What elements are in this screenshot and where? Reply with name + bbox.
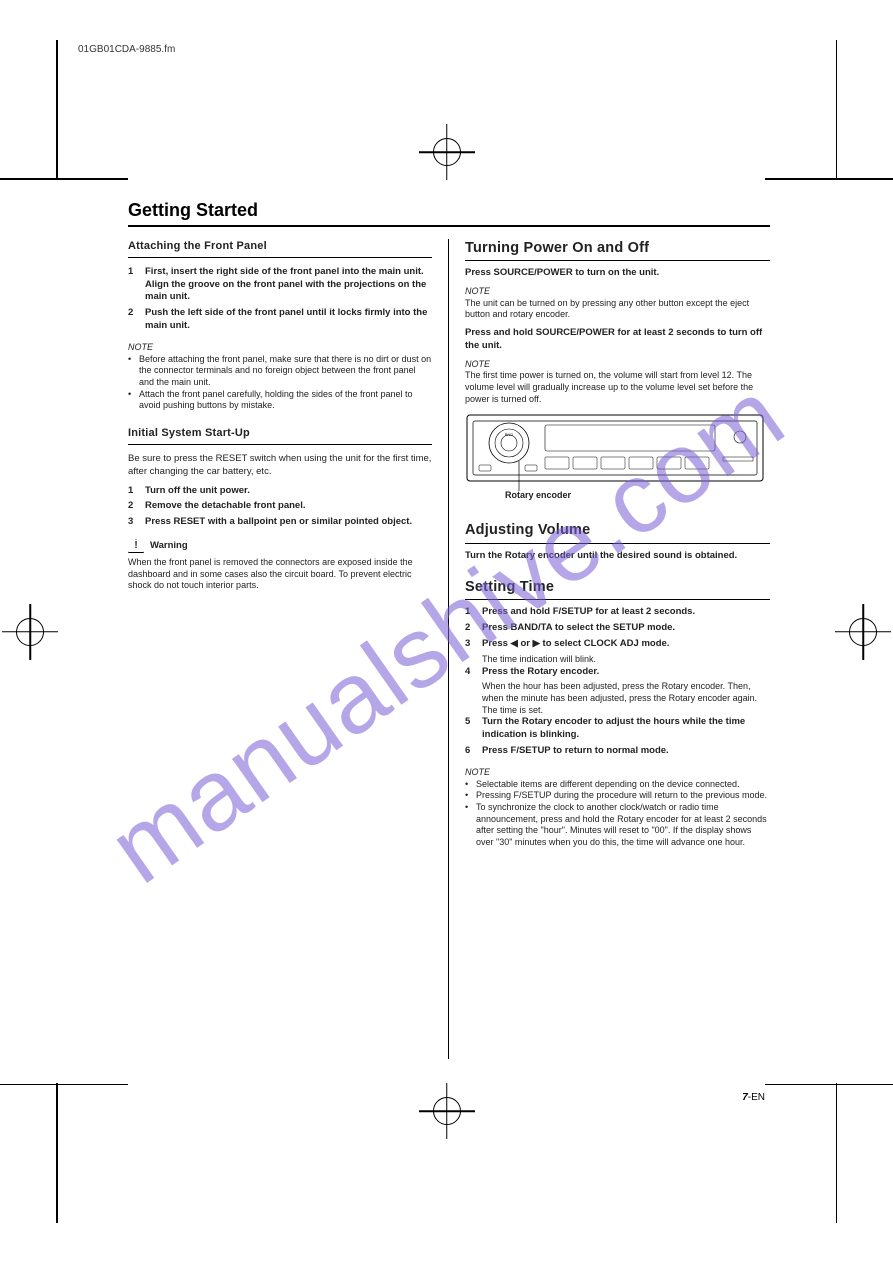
page-content: Getting Started Attaching the Front Pane… — [128, 200, 770, 1059]
step-num: 5 — [465, 716, 476, 742]
paragraph: Press SOURCE/POWER to turn on the unit. — [465, 267, 659, 278]
step-num: 2 — [128, 500, 139, 513]
note-item: Attach the front panel carefully, holdin… — [139, 389, 432, 412]
warning-text: When the front panel is removed the conn… — [128, 557, 432, 592]
paragraph: Be sure to press the RESET switch when u… — [128, 453, 432, 479]
note-label: NOTE — [465, 767, 490, 777]
step-text: Turn the Rotary encoder to adjust the ho… — [482, 716, 770, 742]
subhead-initial-start: Initial System Start-Up — [128, 426, 432, 445]
step-text: First, insert the right side of the fron… — [145, 266, 432, 304]
step-text: Press and hold F/SETUP for at least 2 se… — [482, 606, 770, 619]
step-text: Press BAND/TA to select the SETUP mode. — [482, 622, 770, 635]
note-label: NOTE — [465, 286, 490, 296]
subhead-attach-front: Attaching the Front Panel — [128, 239, 432, 258]
page-file-label: 01GB01CDA-9885.fm — [78, 44, 175, 55]
note-text: The unit can be turned on by pressing an… — [465, 298, 770, 321]
step-num: 6 — [465, 745, 476, 758]
paragraph: Press and hold SOURCE/POWER for at least… — [465, 327, 762, 351]
step-num: 3 — [128, 516, 139, 529]
bullet-dot: • — [128, 389, 134, 412]
svg-text:BND: BND — [505, 432, 514, 437]
step-num: 1 — [465, 606, 476, 619]
bullet-dot: • — [465, 802, 471, 849]
paragraph: Turn the Rotary encoder until the desire… — [465, 550, 737, 561]
note-text: The first time power is turned on, the v… — [465, 370, 770, 405]
step-text: Push the left side of the front panel un… — [145, 307, 432, 333]
note-item: To synchronize the clock to another cloc… — [476, 802, 770, 849]
left-column: Attaching the Front Panel 1First, insert… — [128, 239, 449, 1059]
note-item: Pressing F/SETUP during the procedure wi… — [476, 790, 767, 802]
device-illustration: BND — [465, 413, 770, 503]
callout-rotary-encoder: Rotary encoder — [505, 489, 571, 501]
step-sub: The time indication will blink. — [465, 654, 770, 666]
note-item: Selectable items are different depending… — [476, 779, 740, 791]
right-column: Turning Power On and Off Press SOURCE/PO… — [449, 239, 770, 1059]
step-sub: When the hour has been adjusted, press t… — [465, 681, 770, 716]
warning-label: Warning — [150, 540, 188, 553]
section-title: Getting Started — [128, 200, 770, 227]
step-num: 4 — [465, 666, 476, 679]
note-label: NOTE — [128, 342, 153, 352]
step-text: Remove the detachable front panel. — [145, 500, 432, 513]
step-num: 1 — [128, 266, 139, 304]
subhead-time: Setting Time — [465, 578, 770, 600]
subhead-volume: Adjusting Volume — [465, 521, 770, 543]
step-text: Turn off the unit power. — [145, 485, 432, 498]
step-num: 3 — [465, 638, 476, 651]
step-num: 2 — [128, 307, 139, 333]
step-text: Press the Rotary encoder. — [482, 666, 770, 679]
bullet-dot: • — [465, 779, 471, 791]
subhead-power: Turning Power On and Off — [465, 239, 770, 261]
bullet-dot: • — [128, 354, 134, 389]
step-text: Press F/SETUP to return to normal mode. — [482, 745, 770, 758]
page-number: 7-EN — [742, 1092, 765, 1103]
warning-icon: ! — [128, 539, 144, 553]
step-num: 2 — [465, 622, 476, 635]
note-label: NOTE — [465, 359, 490, 369]
step-num: 1 — [128, 485, 139, 498]
note-item: Before attaching the front panel, make s… — [139, 354, 432, 389]
step-text: Press ◀ or ▶ to select CLOCK ADJ mode. — [482, 638, 770, 651]
bullet-dot: • — [465, 790, 471, 802]
step-text: Press RESET with a ballpoint pen or simi… — [145, 516, 432, 529]
